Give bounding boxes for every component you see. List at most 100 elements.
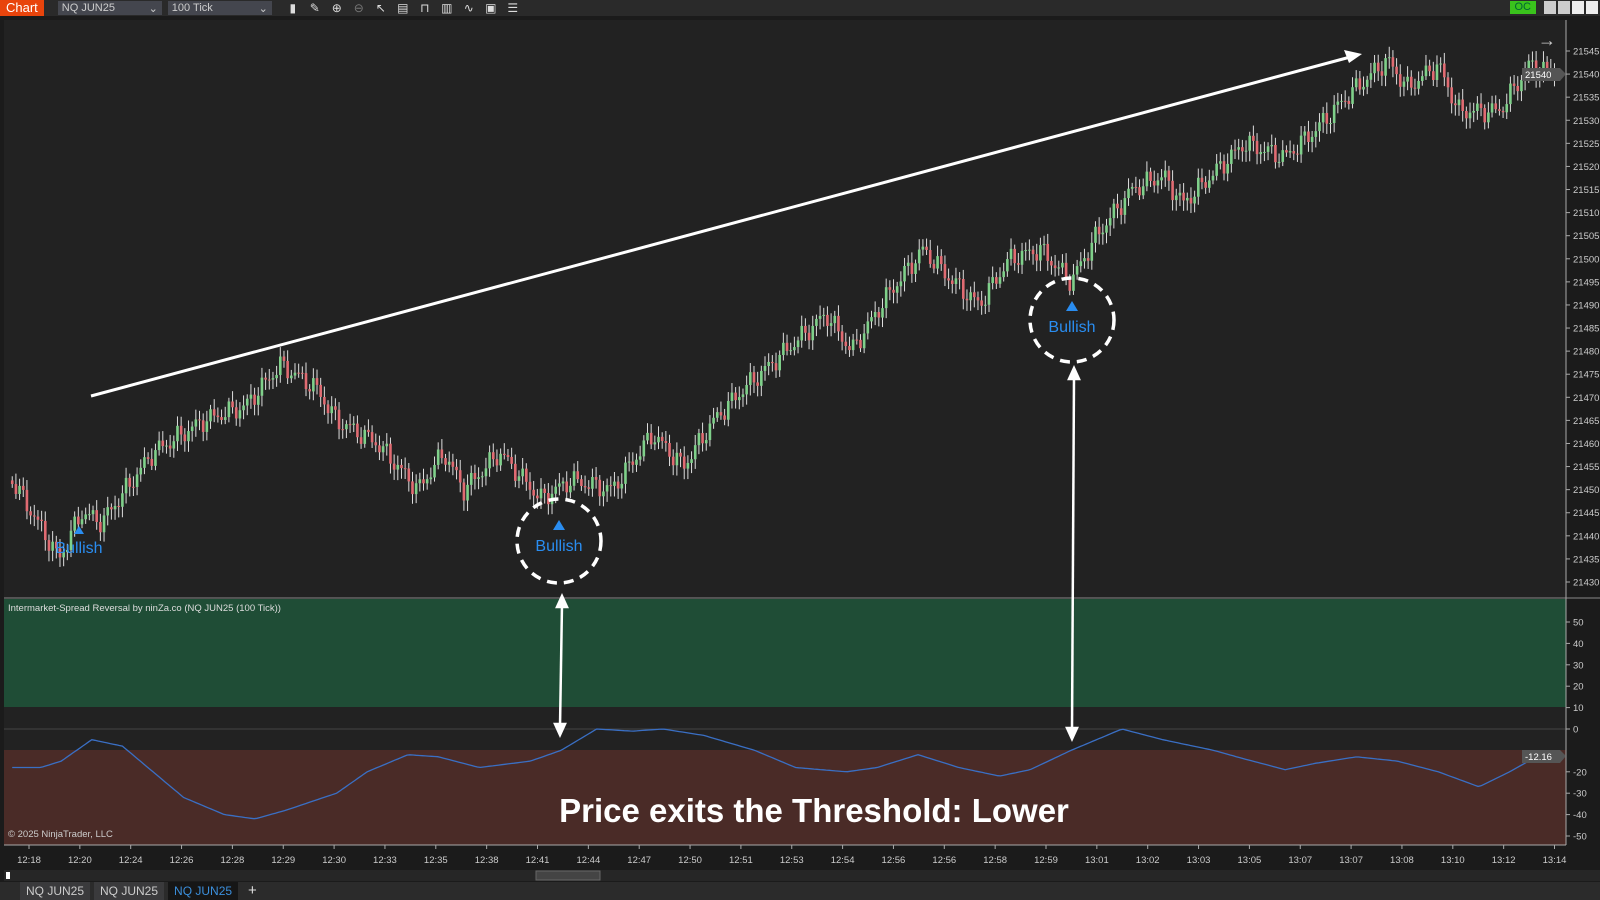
arrow-right-icon[interactable]: →: [1538, 30, 1556, 50]
candle-body: [1020, 250, 1024, 265]
instrument-select[interactable]: NQ JUN25 ⌄: [57, 1, 162, 15]
current-price-label: 21540: [1525, 70, 1551, 81]
candle-body: [1318, 122, 1321, 132]
templates-icon[interactable]: ⊓: [420, 1, 430, 15]
candle-body: [917, 249, 921, 264]
candle-body: [455, 466, 458, 471]
time-axis[interactable]: 12:18 12:20 12:24 12:26 12:28 12:29 12:30 12:33…: [17, 845, 1566, 866]
candle-body: [763, 366, 767, 371]
candle-body: [749, 372, 752, 385]
time-tick-label: 12:59: [1034, 855, 1058, 866]
data-box-icon[interactable]: ▤: [397, 1, 409, 15]
price-axis[interactable]: 21545 21540 21535 21530 21525 21520 21515 21510…: [1566, 47, 1599, 589]
candle-body: [1189, 197, 1193, 204]
candle-body: [1391, 57, 1395, 67]
candle-body: [726, 400, 730, 420]
candle-body: [36, 516, 40, 520]
strategies-icon[interactable]: ∿: [463, 1, 474, 15]
candle-body: [323, 396, 326, 405]
candle-body: [1204, 182, 1207, 188]
zoom-out-icon[interactable]: ⊖: [353, 1, 364, 15]
candle-body: [1417, 80, 1420, 89]
candle-body: [21, 485, 25, 490]
candle-body: [837, 315, 840, 332]
restore-button[interactable]: [1586, 1, 1598, 14]
indicator-tick-label: -40: [1573, 810, 1587, 821]
candle-body: [315, 378, 319, 385]
candle-body: [113, 505, 117, 510]
candle-body: [227, 401, 231, 418]
pointer-icon[interactable]: ↖: [375, 1, 386, 15]
candle-body: [1329, 123, 1332, 125]
candle-body: [502, 453, 506, 456]
candle-body: [910, 262, 914, 274]
candle-body: [1252, 135, 1255, 141]
candle-body: [1354, 78, 1358, 88]
indicator-axis[interactable]: 50 40 30 20 10 0 -20 -30 -40 -50: [1566, 618, 1587, 843]
candle-body: [543, 488, 546, 493]
candle-body: [859, 339, 862, 349]
time-tick-label: 12:56: [882, 855, 906, 866]
candle-body: [1277, 161, 1281, 163]
candle-body: [1241, 147, 1244, 152]
list-icon[interactable]: ☰: [507, 1, 519, 15]
candle-body: [1259, 152, 1263, 155]
pencil-icon[interactable]: ✎: [309, 1, 320, 15]
candle-body: [341, 429, 345, 431]
candle-body: [690, 459, 693, 463]
candle-body: [844, 341, 848, 347]
candle-body: [1145, 171, 1149, 187]
candle-body: [1468, 112, 1472, 119]
candle-body: [730, 392, 734, 401]
bullish-triangle-icon: [74, 526, 84, 534]
minimize-button[interactable]: [1572, 1, 1584, 14]
candle-body: [657, 436, 660, 443]
properties-icon[interactable]: ▣: [485, 1, 497, 15]
candle-body: [157, 440, 161, 451]
horizontal-scrollbar[interactable]: [4, 870, 1600, 881]
candle-body: [1053, 265, 1057, 269]
scroll-left-icon[interactable]: [6, 872, 10, 879]
indicator-tick-label: -50: [1573, 832, 1587, 843]
zoom-in-icon[interactable]: ⊕: [331, 1, 342, 15]
candle-body: [62, 552, 65, 558]
signal-label: Bullish: [1048, 319, 1095, 336]
window-button[interactable]: [1558, 1, 1570, 14]
time-tick-label: 12:18: [17, 855, 41, 866]
tab-nq-jun25-active[interactable]: NQ JUN25: [168, 882, 239, 900]
candle-body: [826, 314, 829, 326]
window-button[interactable]: [1544, 1, 1556, 14]
candle-body: [862, 333, 866, 349]
candle-body: [881, 308, 884, 318]
candle-body: [389, 443, 392, 464]
indicators-icon[interactable]: ▥: [441, 1, 453, 15]
tab-nq-jun25[interactable]: NQ JUN25: [20, 882, 91, 900]
add-tab-button[interactable]: +: [248, 882, 257, 899]
time-tick-label: 12:58: [983, 855, 1007, 866]
candle-body: [484, 468, 488, 477]
price-tick-label: 21455: [1573, 462, 1599, 473]
time-tick-label: 12:56: [932, 855, 956, 866]
candle-body: [903, 265, 906, 282]
candle-body: [506, 455, 510, 457]
tab-nq-jun25[interactable]: NQ JUN25: [94, 882, 165, 900]
time-tick-label: 13:02: [1136, 855, 1160, 866]
candle-body: [1395, 66, 1398, 75]
candle-body: [121, 493, 124, 507]
candle-body: [1244, 150, 1248, 152]
candle-body: [723, 415, 726, 420]
candle-body: [1266, 146, 1270, 152]
scrollbar-thumb[interactable]: [535, 870, 601, 881]
candle-body: [572, 471, 576, 486]
interval-select[interactable]: 100 Tick ⌄: [167, 1, 272, 15]
candle-body: [1516, 85, 1520, 92]
candle-body: [1501, 110, 1505, 113]
candle-body: [1505, 104, 1509, 113]
price-panel[interactable]: [4, 20, 1566, 598]
chart-menu-button[interactable]: Chart: [0, 0, 44, 16]
bar-type-icon[interactable]: ▮: [289, 1, 297, 15]
candle-body: [425, 479, 429, 484]
candle-body: [234, 407, 238, 419]
candle-body: [1039, 245, 1042, 261]
